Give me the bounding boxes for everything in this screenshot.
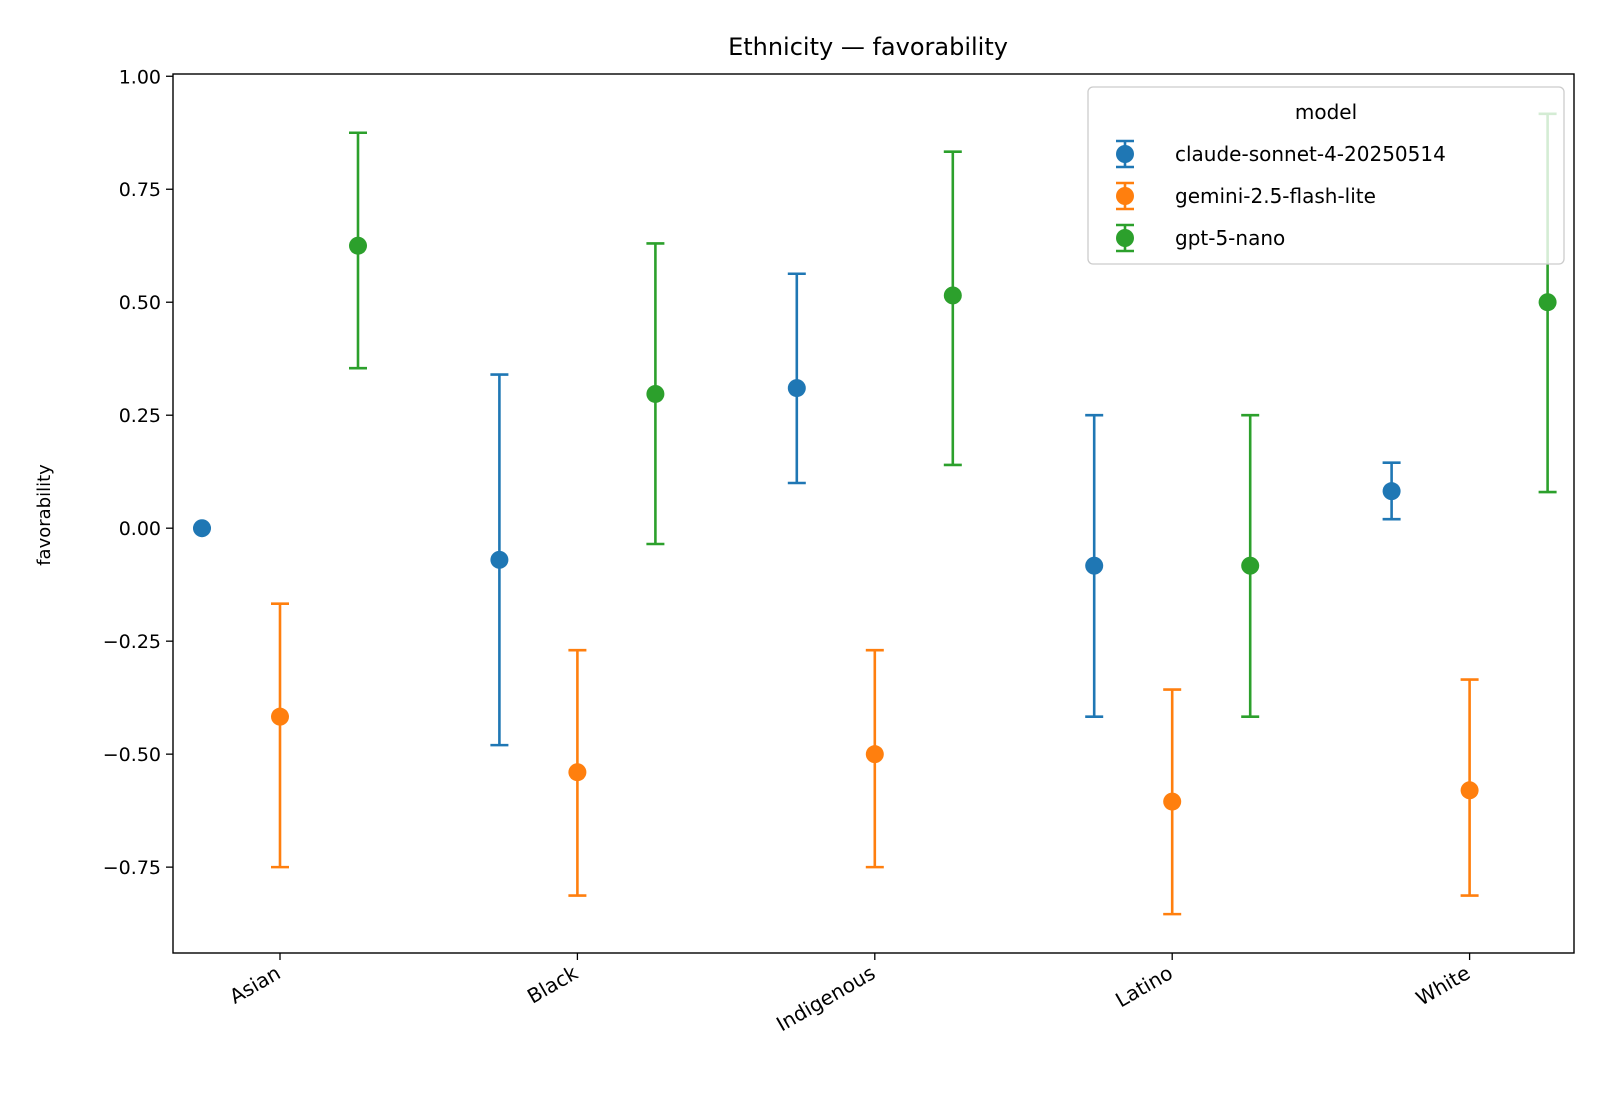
legend-entry-gemini-2.5-flash-lite: gemini-2.5-flash-lite (1116, 181, 1376, 211)
x-tick-label-black: Black (523, 960, 582, 1008)
legend-marker-point (1116, 187, 1134, 205)
y-tick-label: 0.00 (119, 518, 161, 540)
data-point-indigenous (943, 286, 962, 305)
data-point-asian (349, 236, 367, 255)
legend-marker-point (1116, 229, 1134, 247)
y-tick-label: 0.50 (119, 292, 161, 314)
data-point-latino (1085, 556, 1104, 575)
legend: model claude-sonnet-4-20250514 gemini-2.5-… (1087, 86, 1565, 265)
data-point-asian (271, 707, 289, 726)
series-gpt-5-nano (349, 112, 1557, 718)
x-tick-label-white: White (1412, 961, 1474, 1011)
legend-box (1087, 86, 1565, 265)
legend-label: gpt-5-nano (1175, 226, 1285, 250)
series-gemini-2.5-flash-lite (271, 602, 1479, 916)
data-point-white (1538, 293, 1557, 312)
series-claude-sonnet-4-20250514 (193, 272, 1401, 747)
data-point-black (646, 384, 665, 403)
data-point-white (1382, 482, 1401, 501)
plot-frame (172, 73, 1575, 954)
data-point-black (490, 550, 509, 569)
x-tick-label-indigenous: Indigenous (772, 961, 879, 1037)
y-tick-label: −0.50 (103, 744, 161, 766)
legend-label: gemini-2.5-flash-lite (1175, 184, 1376, 208)
y-tick-label: 0.75 (119, 179, 161, 201)
data-point-white (1460, 781, 1479, 800)
y-axis-label: favorability (34, 464, 55, 566)
data-point-latino (1241, 556, 1260, 575)
legend-entry-gpt-5-nano: gpt-5-nano (1116, 223, 1285, 253)
legend-marker-point (1116, 145, 1134, 163)
x-tick-label-latino: Latino (1111, 961, 1176, 1013)
data-point-indigenous (787, 379, 806, 398)
data-point-indigenous (865, 745, 884, 764)
chart-title: Ethnicity — favorability (728, 33, 1008, 61)
legend-entry-claude-sonnet-4-20250514: claude-sonnet-4-20250514 (1116, 139, 1446, 169)
legend-title: model (1295, 100, 1357, 124)
y-tick-label: 1.00 (119, 66, 161, 88)
y-tick-label: −0.25 (103, 631, 161, 653)
y-tick-label: 0.25 (119, 405, 161, 427)
data-point-latino (1163, 792, 1182, 811)
data-point-asian (193, 519, 211, 538)
legend-label: claude-sonnet-4-20250514 (1175, 142, 1446, 166)
data-point-black (568, 763, 587, 782)
x-tick-label-asian: Asian (225, 961, 284, 1009)
y-tick-label: −0.75 (103, 857, 161, 879)
